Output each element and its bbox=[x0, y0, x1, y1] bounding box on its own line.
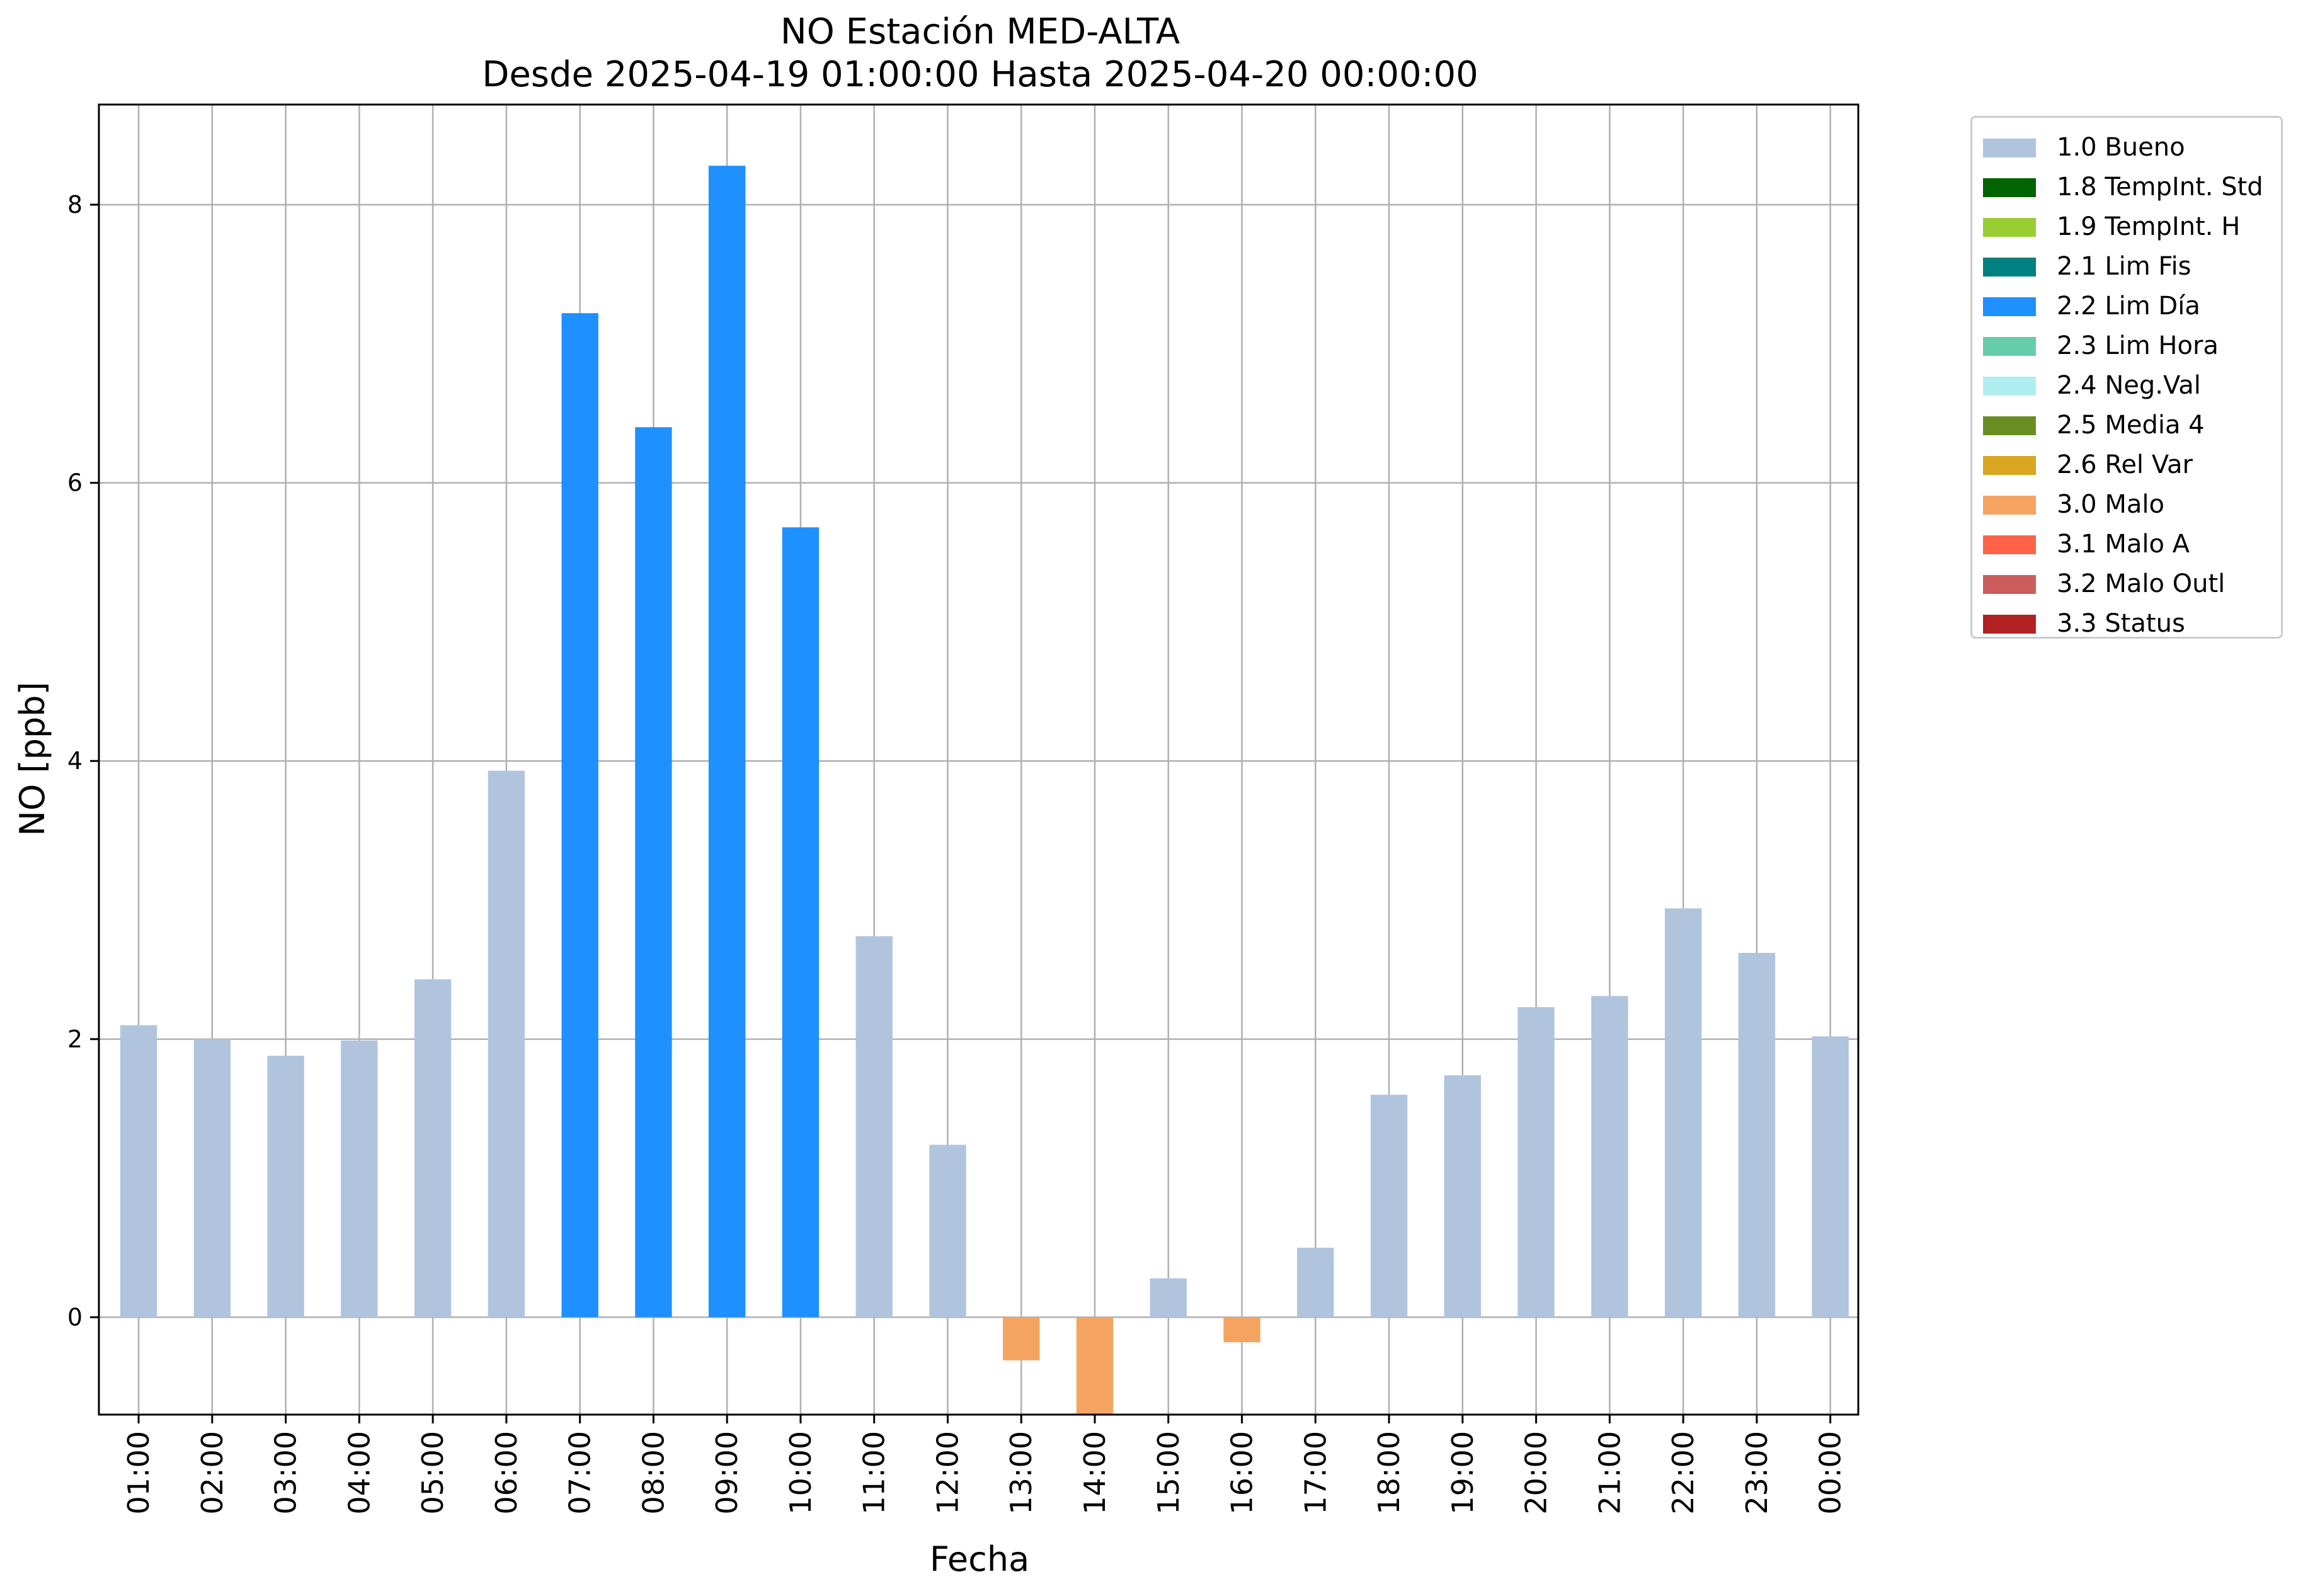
legend-label: 3.2 Malo Outl bbox=[2057, 569, 2226, 598]
x-tick-label: 20:00 bbox=[1519, 1431, 1553, 1515]
plot-frame bbox=[98, 103, 1860, 1416]
bar-04:00 bbox=[341, 1040, 378, 1318]
x-tick-label: 09:00 bbox=[710, 1431, 744, 1515]
x-tick-label: 23:00 bbox=[1740, 1431, 1774, 1515]
legend-label: 3.1 Malo A bbox=[2057, 530, 2190, 559]
bar-03:00 bbox=[267, 1056, 304, 1318]
bar-16:00 bbox=[1223, 1317, 1260, 1343]
y-axis-label: NO [ppb] bbox=[13, 681, 52, 836]
legend-swatch bbox=[1983, 456, 2036, 475]
bar-series bbox=[120, 166, 1849, 1415]
legend-swatch bbox=[1983, 297, 2036, 316]
bar-07:00 bbox=[561, 313, 598, 1318]
legend-label: 3.0 Malo bbox=[2057, 490, 2164, 519]
bar-11:00 bbox=[855, 936, 893, 1318]
bar-13:00 bbox=[1003, 1317, 1040, 1360]
legend-label: 2.5 Media 4 bbox=[2057, 411, 2205, 440]
x-tick-label: 14:00 bbox=[1078, 1431, 1112, 1515]
legend-swatch bbox=[1983, 496, 2036, 515]
legend-label: 2.4 Neg.Val bbox=[2057, 371, 2201, 400]
legend-label: 1.8 TempInt. Std bbox=[2057, 173, 2263, 202]
bar-12:00 bbox=[929, 1144, 966, 1318]
bar-10:00 bbox=[782, 527, 820, 1318]
bar-20:00 bbox=[1517, 1007, 1555, 1318]
x-tick-label: 05:00 bbox=[416, 1431, 450, 1515]
bar-05:00 bbox=[414, 979, 452, 1318]
bar-01:00 bbox=[120, 1025, 157, 1318]
bar-21:00 bbox=[1591, 996, 1628, 1318]
legend-swatch bbox=[1983, 575, 2036, 594]
legend-swatch bbox=[1983, 535, 2036, 554]
bar-19:00 bbox=[1444, 1075, 1481, 1318]
x-tick-label: 17:00 bbox=[1298, 1431, 1332, 1515]
x-tick-label: 04:00 bbox=[342, 1431, 376, 1515]
bar-15:00 bbox=[1150, 1278, 1187, 1318]
bar-22:00 bbox=[1664, 908, 1702, 1318]
legend-swatch bbox=[1983, 178, 2036, 197]
legend-swatch bbox=[1983, 258, 2036, 276]
x-tick-label: 07:00 bbox=[563, 1431, 597, 1515]
chart-subtitle: Desde 2025-04-19 01:00:00 Hasta 2025-04-… bbox=[482, 54, 1478, 95]
x-tick-label: 08:00 bbox=[636, 1431, 670, 1515]
x-tick-label: 22:00 bbox=[1666, 1431, 1700, 1515]
bar-06:00 bbox=[488, 770, 525, 1318]
y-tick-label: 6 bbox=[67, 469, 83, 497]
chart-title: NO Estación MED-ALTA bbox=[780, 11, 1180, 52]
legend-label: 3.3 Status bbox=[2057, 609, 2185, 638]
y-tick-label: 2 bbox=[67, 1025, 83, 1053]
bar-00:00 bbox=[1812, 1036, 1849, 1318]
x-tick-label: 03:00 bbox=[269, 1431, 303, 1515]
x-axis-label: Fecha bbox=[930, 1539, 1029, 1579]
legend-swatch bbox=[1983, 377, 2036, 396]
x-tick-label: 06:00 bbox=[489, 1431, 523, 1515]
bar-08:00 bbox=[635, 427, 672, 1318]
x-tick-label: 13:00 bbox=[1004, 1431, 1038, 1515]
bar-17:00 bbox=[1297, 1248, 1334, 1318]
legend-swatch bbox=[1983, 139, 2036, 157]
bar-23:00 bbox=[1738, 952, 1776, 1318]
legend-label: 1.0 Bueno bbox=[2057, 133, 2185, 162]
legend-swatch bbox=[1983, 615, 2036, 634]
legend-label: 1.9 TempInt. H bbox=[2057, 212, 2241, 241]
x-tick-label: 16:00 bbox=[1225, 1431, 1259, 1515]
x-tick-label: 00:00 bbox=[1814, 1431, 1848, 1515]
x-tick-label: 15:00 bbox=[1152, 1431, 1186, 1515]
axes bbox=[98, 103, 1860, 1416]
legend-label: 2.1 Lim Fis bbox=[2057, 252, 2192, 281]
bar-02:00 bbox=[193, 1039, 231, 1318]
y-tick-label: 0 bbox=[67, 1303, 83, 1331]
bar-14:00 bbox=[1076, 1317, 1114, 1415]
x-tick-label: 10:00 bbox=[784, 1431, 818, 1515]
y-tick-label: 4 bbox=[67, 747, 83, 775]
y-tick-label: 8 bbox=[67, 191, 83, 219]
legend-swatch bbox=[1983, 416, 2036, 435]
x-tick-label: 01:00 bbox=[122, 1431, 156, 1515]
legend-label: 2.3 Lim Hora bbox=[2057, 331, 2219, 360]
legend-swatch bbox=[1983, 337, 2036, 356]
legend-swatch bbox=[1983, 218, 2036, 237]
x-tick-label: 18:00 bbox=[1372, 1431, 1406, 1515]
x-tick-label: 19:00 bbox=[1446, 1431, 1480, 1515]
x-tick-label: 21:00 bbox=[1592, 1431, 1626, 1515]
x-tick-label: 02:00 bbox=[195, 1431, 229, 1515]
x-tick-label: 11:00 bbox=[857, 1431, 891, 1515]
legend-label: 2.2 Lim Día bbox=[2057, 292, 2200, 321]
bar-09:00 bbox=[708, 166, 746, 1318]
legend: 1.0 Bueno 1.8 TempInt. Std 1.9 TempInt. H 2… bbox=[1970, 116, 2283, 639]
x-tick-label: 12:00 bbox=[930, 1431, 964, 1515]
tick-labels: 0 2 4 6 8 01:00 02:00 03:00 04:00 05:00 06:00 07:00… bbox=[67, 191, 1848, 1515]
bar-18:00 bbox=[1370, 1095, 1408, 1318]
legend-label: 2.6 Rel Var bbox=[2057, 450, 2193, 479]
